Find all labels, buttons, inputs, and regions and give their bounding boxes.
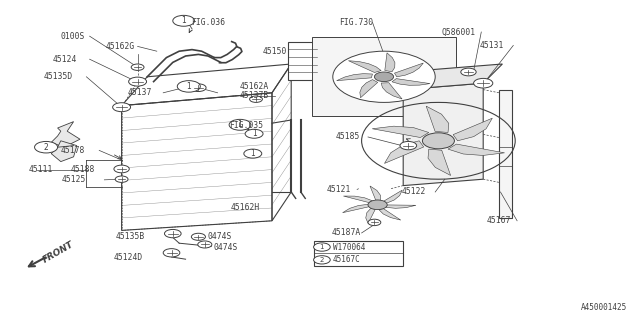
Text: 0100S: 0100S: [61, 32, 85, 41]
Polygon shape: [392, 79, 430, 85]
Text: 45121: 45121: [326, 185, 351, 194]
Text: 0474S: 0474S: [213, 243, 237, 252]
Polygon shape: [403, 64, 502, 90]
Circle shape: [244, 149, 262, 158]
Circle shape: [129, 77, 147, 86]
Text: 45122: 45122: [402, 188, 426, 196]
Text: 45124D: 45124D: [114, 253, 143, 262]
Polygon shape: [403, 83, 483, 186]
Circle shape: [173, 15, 195, 26]
Polygon shape: [385, 141, 424, 164]
Circle shape: [422, 133, 454, 149]
Text: 0474S: 0474S: [208, 232, 232, 241]
Polygon shape: [385, 53, 395, 72]
Text: 2: 2: [320, 257, 324, 263]
Text: 45137B: 45137B: [240, 92, 269, 100]
Text: FRONT: FRONT: [42, 240, 76, 265]
Text: 45178: 45178: [61, 146, 85, 155]
Text: 45187A: 45187A: [332, 228, 361, 237]
Circle shape: [114, 165, 129, 173]
Polygon shape: [428, 149, 451, 175]
Circle shape: [163, 249, 180, 257]
Polygon shape: [348, 61, 381, 73]
Polygon shape: [342, 204, 369, 213]
Circle shape: [35, 141, 58, 153]
Polygon shape: [394, 63, 423, 77]
Polygon shape: [499, 90, 512, 218]
Polygon shape: [426, 106, 449, 132]
Text: 1: 1: [250, 149, 255, 158]
Text: 45124: 45124: [52, 55, 77, 64]
Text: 45162H: 45162H: [230, 204, 260, 212]
Text: 45135B: 45135B: [115, 232, 145, 241]
Text: FIG.035: FIG.035: [229, 121, 263, 130]
Polygon shape: [370, 186, 381, 200]
Circle shape: [314, 256, 330, 264]
Polygon shape: [337, 74, 372, 81]
Circle shape: [113, 103, 131, 112]
Polygon shape: [344, 196, 372, 203]
Text: FIG.730: FIG.730: [339, 18, 373, 27]
Circle shape: [191, 84, 206, 92]
Circle shape: [368, 200, 387, 210]
Text: 1: 1: [237, 120, 243, 129]
Circle shape: [333, 51, 435, 102]
Polygon shape: [360, 80, 378, 98]
Text: 45162A: 45162A: [240, 82, 269, 91]
Text: 45162G: 45162G: [106, 42, 135, 51]
Polygon shape: [381, 83, 402, 99]
Text: A450001425: A450001425: [581, 303, 627, 312]
Bar: [314, 241, 403, 266]
Circle shape: [164, 229, 181, 238]
Polygon shape: [379, 209, 401, 220]
Text: 1: 1: [319, 244, 324, 250]
Polygon shape: [448, 144, 504, 156]
Circle shape: [229, 119, 251, 130]
Text: 2: 2: [44, 143, 49, 152]
Bar: [312, 37, 456, 116]
Circle shape: [314, 243, 330, 251]
Text: 1: 1: [186, 82, 191, 91]
Text: 45150: 45150: [262, 47, 287, 56]
Text: 45125: 45125: [62, 175, 86, 184]
Polygon shape: [372, 126, 429, 138]
Polygon shape: [453, 118, 492, 141]
Text: 45167: 45167: [486, 216, 511, 225]
Text: 45131: 45131: [480, 41, 504, 50]
Text: 1: 1: [252, 129, 257, 138]
Polygon shape: [384, 190, 403, 203]
Text: FIG.036: FIG.036: [191, 18, 225, 27]
Text: 45188: 45188: [70, 165, 95, 174]
Circle shape: [177, 81, 200, 92]
Polygon shape: [51, 141, 77, 162]
Text: 45185: 45185: [336, 132, 360, 141]
Bar: [288, 42, 317, 80]
Circle shape: [191, 233, 205, 240]
Circle shape: [250, 96, 262, 102]
Circle shape: [198, 241, 212, 248]
Text: 45135D: 45135D: [44, 72, 73, 81]
Text: 45137: 45137: [128, 88, 152, 97]
Text: 1: 1: [181, 16, 186, 25]
Text: W170064: W170064: [333, 243, 365, 252]
Text: Q586001: Q586001: [442, 28, 476, 36]
Circle shape: [374, 72, 394, 82]
Polygon shape: [51, 122, 80, 147]
Circle shape: [368, 219, 381, 226]
Circle shape: [245, 129, 263, 138]
Text: 45111: 45111: [29, 165, 53, 174]
Polygon shape: [386, 205, 416, 208]
Circle shape: [400, 141, 417, 150]
Text: 45167C: 45167C: [333, 255, 360, 264]
Circle shape: [474, 78, 493, 88]
Circle shape: [461, 68, 476, 76]
Circle shape: [131, 64, 144, 70]
Circle shape: [115, 176, 128, 182]
Polygon shape: [365, 208, 375, 223]
